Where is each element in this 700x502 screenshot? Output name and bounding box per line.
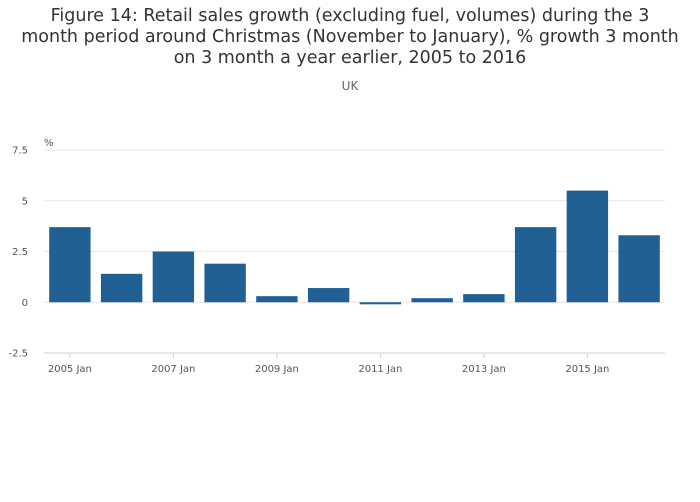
bar: [514, 227, 557, 303]
bar: [49, 227, 91, 303]
chart-subtitle: UK: [341, 79, 359, 93]
y-tick-label: 5: [22, 196, 28, 207]
x-tick-label: 2011 Jan: [358, 364, 402, 375]
bar: [100, 273, 143, 303]
y-tick-label: 2.5: [12, 247, 28, 258]
y-tick-label: 0: [22, 298, 28, 309]
x-tick-label: 2015 Jan: [565, 364, 609, 375]
bar: [204, 263, 246, 303]
bar: [307, 288, 350, 303]
bar: [566, 190, 609, 303]
chart-title: Figure 14: Retail sales growth (excludin…: [21, 6, 679, 68]
bar: [618, 235, 660, 303]
bar: [463, 294, 505, 303]
bar: [411, 298, 453, 303]
bar: [152, 251, 195, 303]
y-tick-labels: 7.5 5 2.5 0 -2.5: [8, 146, 28, 360]
y-axis-label: %: [44, 138, 54, 149]
x-tick-label: 2013 Jan: [462, 364, 506, 375]
y-tick-label: -2.5: [8, 349, 28, 360]
y-tick-label: 7.5: [12, 146, 28, 157]
x-tick-label: 2005 Jan: [48, 364, 92, 375]
x-tick-label: 2009 Jan: [255, 364, 299, 375]
x-tick-label: 2007 Jan: [151, 364, 195, 375]
x-tick-labels: 2005 Jan 2007 Jan 2009 Jan 2011 Jan 2013 Jan…: [48, 353, 609, 375]
bar: [359, 302, 402, 305]
gridlines: [44, 149, 665, 303]
bar: [256, 296, 298, 303]
bars: [49, 190, 660, 305]
